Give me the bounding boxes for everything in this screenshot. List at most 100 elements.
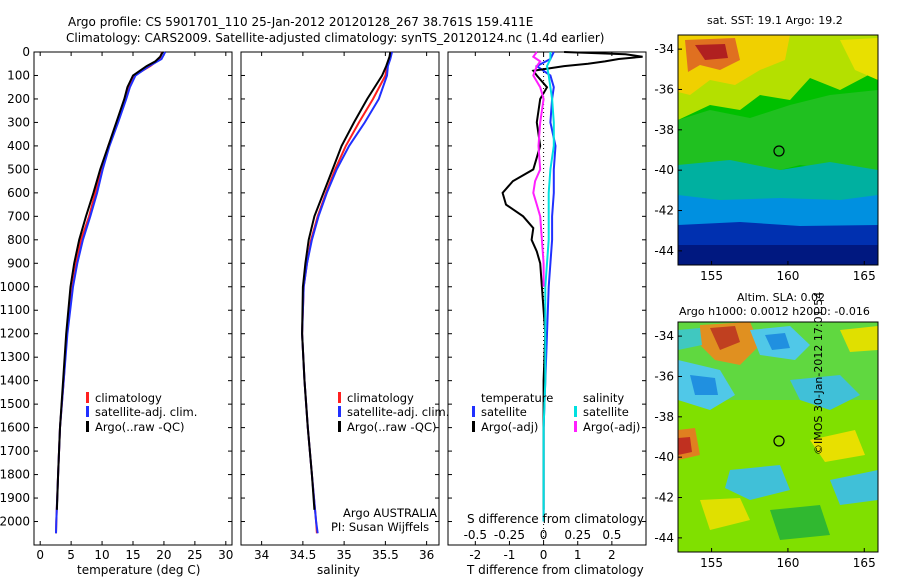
- x-tick-label: 0: [540, 548, 548, 562]
- legend-swatch: [86, 392, 89, 403]
- series-line-t-argo: [501, 51, 643, 510]
- series-line-argo: [301, 51, 392, 510]
- y-tick-label: 400: [7, 139, 30, 153]
- legend-label: satellite-adj. clim.: [95, 405, 198, 419]
- salinity-legend-argo: Argo(..raw -QC): [338, 420, 437, 434]
- map-lat-label: -44: [654, 244, 674, 258]
- temperature-legend-climatology: climatology: [86, 391, 162, 405]
- map-lat-label: -44: [654, 531, 674, 545]
- legend-label: Argo(-adj): [583, 420, 641, 434]
- diff-legend-t-argo: Argo(-adj): [472, 420, 538, 434]
- diff-legend-t-satellite: satellite: [472, 405, 527, 419]
- legend-swatch: [574, 406, 577, 417]
- x-tick-label: -2: [469, 548, 481, 562]
- y-tick-label: 1800: [0, 468, 30, 482]
- map-lat-label: -40: [654, 163, 674, 177]
- y-tick-label: 1700: [0, 444, 30, 458]
- legend-swatch: [472, 421, 475, 432]
- float-pi-label: PI: Susan Wijffels: [331, 520, 430, 534]
- sst-map-title: sat. SST: 19.1 Argo: 19.2: [707, 14, 843, 27]
- legend-swatch: [338, 421, 341, 432]
- s-tick-label: -0.5: [464, 528, 487, 542]
- plot-frame: [33, 51, 233, 546]
- y-tick-label: 1900: [0, 491, 30, 505]
- legend-label: Argo(..raw -QC): [95, 420, 185, 434]
- x-tick-label: 35.5: [372, 548, 399, 562]
- float-location-marker-sst: [773, 145, 785, 157]
- legend-swatch: [338, 392, 341, 403]
- temperature-legend-argo: Argo(..raw -QC): [86, 420, 185, 434]
- y-tick-label: 800: [7, 233, 30, 247]
- x-tick-label: 30: [218, 548, 233, 562]
- map-lat-label: -38: [654, 123, 674, 137]
- x-tick-label: 0: [36, 548, 44, 562]
- series-line-s-argo: [531, 51, 545, 287]
- x-tick-label: 20: [156, 548, 171, 562]
- plot-frame: [447, 51, 647, 546]
- legend-swatch: [338, 406, 341, 417]
- diff-legend-salinity-title: salinity: [583, 391, 625, 405]
- series-line-argo: [55, 51, 164, 510]
- difference-xlabel: T difference from climatology: [467, 563, 644, 577]
- s-tick-label: 0.5: [602, 528, 621, 542]
- sla-map-frame: [677, 321, 879, 553]
- map-lat-label: -42: [654, 491, 674, 505]
- y-tick-label: 1500: [0, 397, 30, 411]
- y-tick-label: 1100: [0, 303, 30, 317]
- series-line-s-satellite: [542, 52, 555, 522]
- x-tick-label: 5: [67, 548, 75, 562]
- float-operator-label: Argo AUSTRALIA: [343, 506, 438, 520]
- y-tick-label: 300: [7, 115, 30, 129]
- map-lat-label: -36: [654, 369, 674, 383]
- x-tick-label: -1: [503, 548, 515, 562]
- y-tick-label: 1000: [0, 280, 30, 294]
- s-tick-label: 0: [540, 528, 548, 542]
- x-tick-label: 25: [187, 548, 202, 562]
- diff-legend-s-satellite: satellite: [574, 405, 629, 419]
- map-axis-ticks: -34 -36 -38 -40 -42 -44 155 160 165 -34 -36 -38 -40 -…: [654, 42, 875, 570]
- x-tick-label: 2: [608, 548, 616, 562]
- map-lat-label: -34: [654, 42, 674, 56]
- y-tick-label: 1300: [0, 350, 30, 364]
- sla-map-image: [678, 322, 878, 552]
- x-tick-label: 15: [125, 548, 140, 562]
- map-lon-label: 160: [776, 556, 799, 570]
- y-tick-label: 1200: [0, 327, 30, 341]
- y-tick-label: 600: [7, 186, 30, 200]
- legend-label: climatology: [347, 391, 414, 405]
- y-tick-label: 100: [7, 68, 30, 82]
- diff-legend-s-argo: Argo(-adj): [574, 420, 640, 434]
- map-lat-label: -40: [654, 450, 674, 464]
- legend-label: satellite: [481, 405, 527, 419]
- y-tick-label: 200: [7, 92, 30, 106]
- salinity-legend-satellite: satellite-adj. clim.: [338, 405, 449, 419]
- legend-swatch: [86, 406, 89, 417]
- y-tick-label: 700: [7, 209, 30, 223]
- x-tick-label: 10: [94, 548, 109, 562]
- sla-map-title-line1: Altim. SLA: 0.02: [737, 291, 826, 304]
- diff-legend-temperature-title: temperature: [481, 391, 554, 405]
- legend-label: satellite: [583, 405, 629, 419]
- x-tick-label: 34.5: [290, 548, 317, 562]
- s-tick-label: 0.25: [564, 528, 591, 542]
- legend-swatch: [574, 421, 577, 432]
- salinity-xlabel: salinity: [317, 563, 361, 577]
- difference-top-xlabel: S difference from climatology: [467, 512, 644, 526]
- satellite-maps: -34 -36 -38 -40 -42 -44 155 160 165 -34 -36 -38 -40 -…: [654, 34, 879, 570]
- map-lon-label: 165: [853, 269, 876, 283]
- map-lon-label: 165: [853, 556, 876, 570]
- legend-label: climatology: [95, 391, 162, 405]
- legend-swatch: [86, 421, 89, 432]
- temperature-xlabel: temperature (deg C): [77, 563, 201, 577]
- plot-frame: [240, 51, 440, 546]
- difference-axes: -2 -1 0 1 2 -0.5 -0.25 0 0.25 0.5: [447, 51, 647, 562]
- y-tick-label: 900: [7, 256, 30, 270]
- map-lat-label: -38: [654, 410, 674, 424]
- map-lon-label: 155: [700, 556, 723, 570]
- salinity-legend-climatology: climatology: [338, 391, 414, 405]
- y-tick-label: 1600: [0, 421, 30, 435]
- legend-label: Argo(-adj): [481, 420, 539, 434]
- legend-swatch: [472, 406, 475, 417]
- salinity-axes: 34 34.5 35 35.5 36: [240, 51, 440, 562]
- profile-plots: 0 100 200 300 400 5 0 0 600 700 800 900 1000 1100 1200…: [0, 45, 647, 562]
